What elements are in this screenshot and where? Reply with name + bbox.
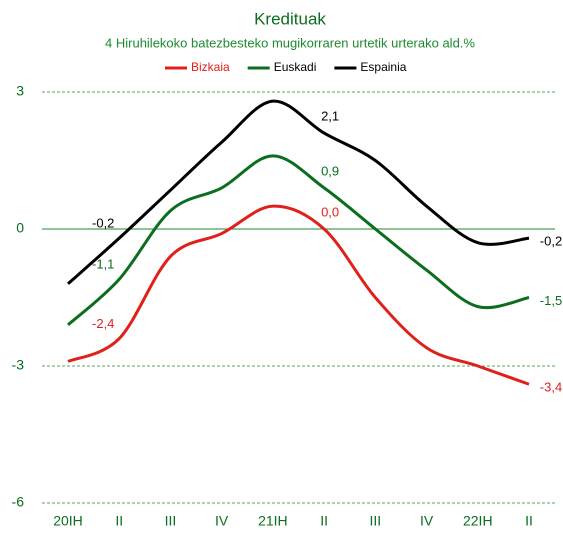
legend-label: Bizkaia [191, 60, 230, 74]
x-tick-label: II [115, 513, 123, 529]
legend-label: Espainia [360, 60, 406, 74]
data-label: -1,5 [540, 293, 562, 308]
x-tick-label: III [369, 513, 381, 529]
y-tick-label: -6 [12, 494, 25, 510]
data-label: 2,1 [321, 109, 339, 124]
x-tick-label: II [320, 513, 328, 529]
chart-title: Kredituak [254, 9, 326, 28]
data-label: -3,4 [540, 380, 562, 395]
chart-subtitle: 4 Hiruhilekoko batezbesteko mugikorraren… [105, 35, 475, 50]
data-label: 0,0 [321, 204, 339, 219]
legend-label: Euskadi [274, 60, 317, 74]
series-line [67, 204, 530, 386]
data-label: 0,9 [321, 163, 339, 178]
x-tick-label: 22IH [463, 513, 493, 529]
x-tick-label: 21IH [258, 513, 288, 529]
x-tick-label: II [525, 513, 533, 529]
data-label: -0,2 [540, 234, 562, 249]
data-label: -2,4 [92, 316, 114, 331]
data-label: -0,2 [92, 216, 114, 231]
x-tick-label: IV [215, 513, 229, 529]
x-tick-label: IV [420, 513, 434, 529]
data-label: -1,1 [92, 257, 114, 272]
y-tick-label: -3 [12, 357, 25, 373]
y-tick-label: 0 [16, 220, 24, 236]
x-tick-label: III [165, 513, 177, 529]
y-tick-label: 3 [16, 83, 24, 99]
series-line [67, 99, 530, 285]
x-tick-label: 20IH [53, 513, 83, 529]
series-line [67, 154, 530, 327]
